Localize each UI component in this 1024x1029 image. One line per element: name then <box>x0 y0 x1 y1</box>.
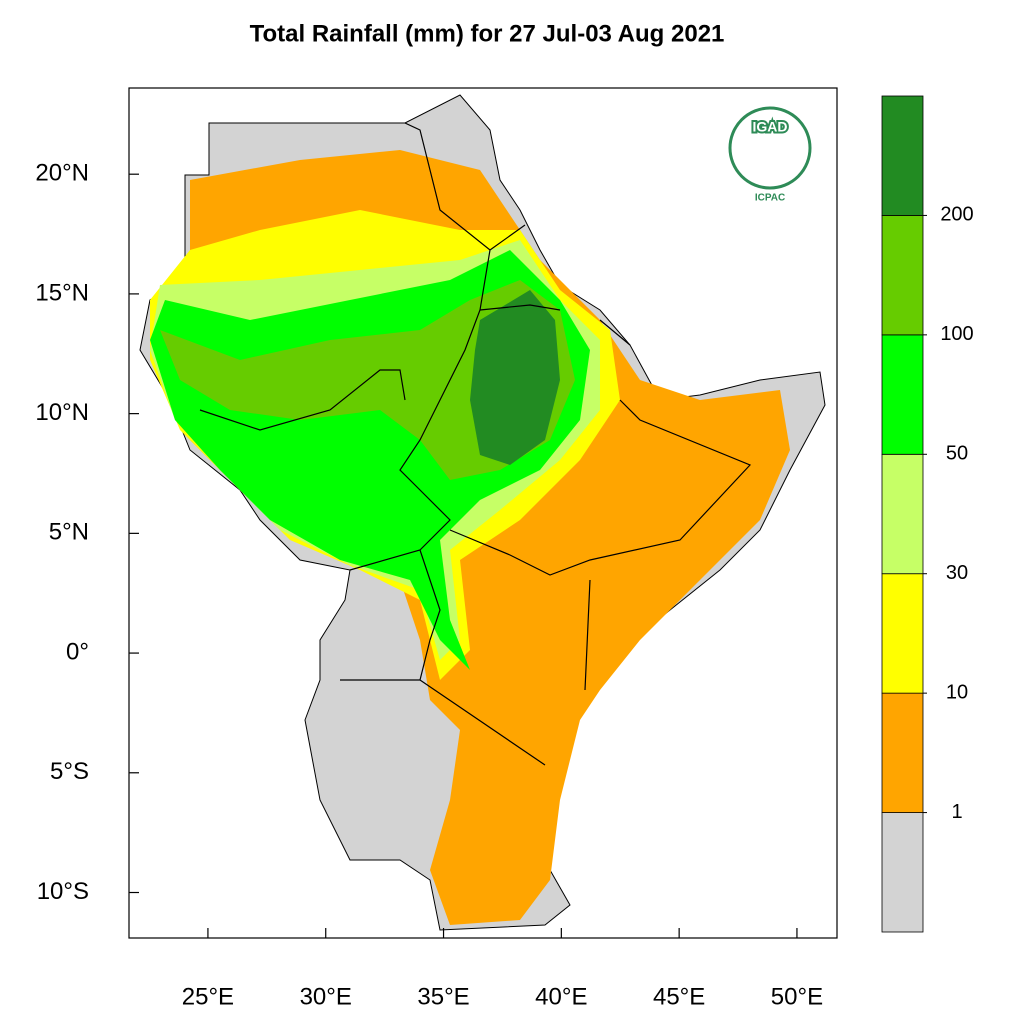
y-tick-label: 0° <box>66 638 89 665</box>
colorbar-bin <box>881 334 924 455</box>
logo-org: ICPAC <box>755 193 785 204</box>
x-tick-label: 40°E <box>535 983 587 1010</box>
country-borders <box>199 122 752 766</box>
map-frame <box>128 87 838 939</box>
y-tick-label: 20°N <box>35 160 89 187</box>
x-tick-label: 35°E <box>417 983 469 1010</box>
x-tick-label: 50°E <box>771 983 823 1010</box>
logo-name: IGAD <box>753 119 788 135</box>
colorbar-label: 200 <box>940 204 973 226</box>
colorbar-bin <box>881 453 924 575</box>
colorbar-bin <box>881 95 924 216</box>
y-tick-label: 15°N <box>35 279 89 306</box>
x-tick-label: 45°E <box>653 983 705 1010</box>
colorbar-label: 1 <box>951 801 962 823</box>
colorbar-bin <box>881 812 924 933</box>
colorbar-label: 30 <box>946 562 968 584</box>
colorbar-bin <box>881 573 924 694</box>
x-tick-label: 30°E <box>300 983 352 1010</box>
map-area <box>139 94 826 931</box>
y-tick-label: 5°N <box>49 519 89 546</box>
colorbar-bin <box>881 215 924 336</box>
y-tick-label: 5°S <box>50 758 89 785</box>
y-tick-label: 10°N <box>35 399 89 426</box>
logo-circle <box>728 106 812 190</box>
colorbar-label: 10 <box>946 681 968 703</box>
y-tick-label: 10°S <box>37 878 89 905</box>
logo: IGAD ICPAC <box>728 106 812 204</box>
colorbar-bin <box>881 692 924 813</box>
rain-over-200 <box>470 290 560 465</box>
x-tick-label: 25°E <box>182 983 234 1010</box>
colorbar-label: 100 <box>940 323 973 345</box>
map-title: Total Rainfall (mm) for 27 Jul-03 Aug 20… <box>250 20 725 47</box>
colorbar-label: 50 <box>946 443 968 465</box>
